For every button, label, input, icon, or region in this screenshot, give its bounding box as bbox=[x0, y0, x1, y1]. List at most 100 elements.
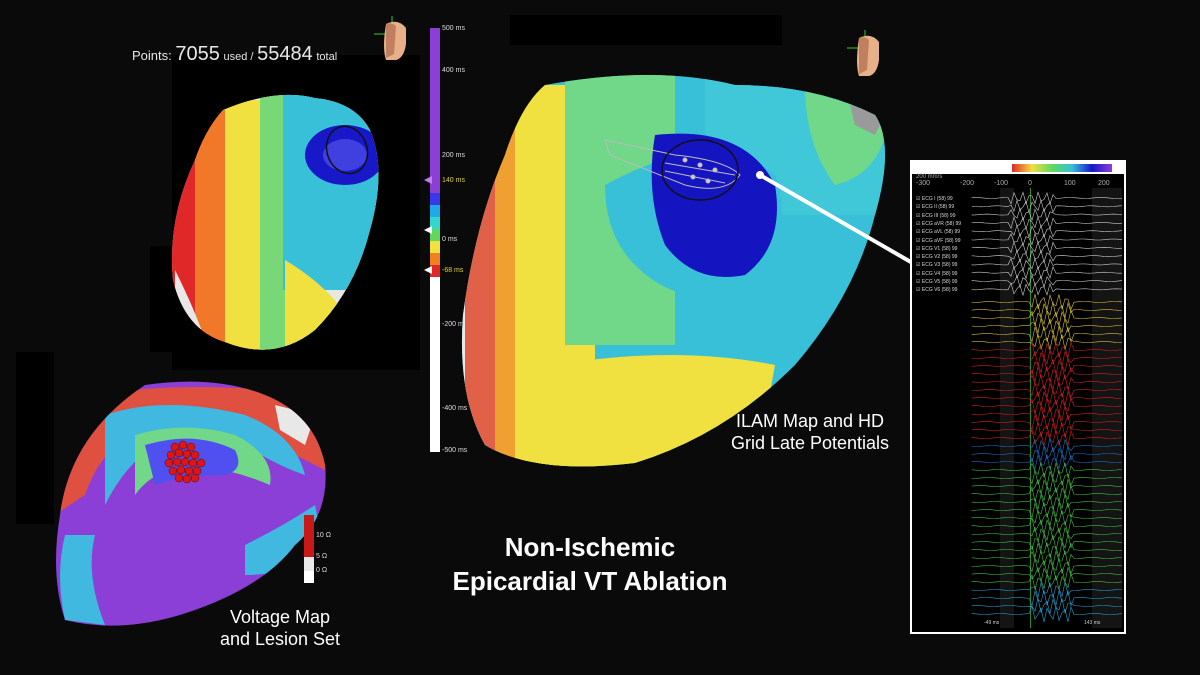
egm-trace bbox=[971, 199, 1123, 214]
egm-colorbar bbox=[912, 162, 1124, 174]
voltage-scale-tick: 5 Ω bbox=[316, 553, 328, 560]
redaction-bar-top bbox=[510, 15, 782, 45]
egm-trace bbox=[971, 604, 1123, 623]
egm-axis-label: -300 bbox=[916, 180, 931, 187]
ilam-scale-tick: -68 ms bbox=[442, 267, 464, 274]
egm-trace bbox=[971, 215, 1123, 230]
egm-trace bbox=[971, 581, 1122, 598]
egm-ecg-row[interactable]: ☑ ECG V3 (58) 99 bbox=[916, 262, 958, 269]
ilam-scale-tick: 0 ms bbox=[442, 236, 458, 243]
egm-trace bbox=[971, 525, 1123, 543]
ilam-caption: ILAM Map and HD Grid Late Potentials bbox=[715, 410, 905, 454]
egm-footer-right: 143 ms bbox=[1084, 620, 1101, 626]
egm-trace bbox=[971, 516, 1123, 535]
egm-trace bbox=[971, 293, 1123, 311]
egm-ecg-row[interactable]: ☑ ECG I (58) 99 bbox=[916, 196, 953, 202]
egm-trace bbox=[971, 207, 1123, 222]
egm-sweep-speed: 200 mm/s bbox=[916, 174, 943, 180]
egm-trace bbox=[971, 501, 1123, 519]
egm-traces bbox=[971, 191, 1123, 623]
egm-trace bbox=[971, 572, 1123, 591]
egm-trace bbox=[971, 589, 1123, 607]
egm-trace bbox=[971, 454, 1123, 470]
egm-trace bbox=[971, 282, 1123, 297]
egm-trace bbox=[971, 366, 1123, 382]
egm-trace bbox=[971, 493, 1122, 510]
egm-ecg-row[interactable]: ☑ ECG V5 (58) 99 bbox=[916, 279, 958, 285]
egm-trace bbox=[971, 557, 1123, 575]
egm-ecg-row[interactable]: ☑ ECG II (58) 99 bbox=[916, 204, 955, 211]
redaction-bar-left-lower bbox=[16, 352, 54, 524]
activation-map-small bbox=[171, 94, 379, 350]
points-total-label: total bbox=[316, 51, 338, 63]
slide-title-line1: Non-Ischemic bbox=[504, 532, 676, 562]
egm-trace bbox=[971, 340, 1123, 359]
voltage-caption-line2: and Lesion Set bbox=[219, 629, 341, 649]
egm-axis-label: 100 bbox=[1064, 180, 1076, 187]
egm-trace bbox=[971, 509, 1123, 526]
egm-trace bbox=[971, 249, 1123, 263]
egm-trace bbox=[971, 191, 1123, 205]
egm-trace bbox=[971, 477, 1123, 495]
ilam-scale-tick: 200 ms bbox=[442, 152, 465, 159]
egm-panel: 200 mm/s -300 -200 -100 0 100 200 ☑ ECG … bbox=[910, 160, 1126, 634]
egm-trace bbox=[971, 389, 1123, 407]
egm-trace bbox=[971, 334, 1123, 350]
egm-trace bbox=[971, 257, 1123, 272]
egm-ecg-row[interactable]: ☑ ECG V4 (58) 99 bbox=[916, 270, 958, 277]
slide-title-line2: Epicardial VT Ablation bbox=[452, 566, 728, 596]
egm-trace bbox=[971, 469, 1123, 487]
voltage-color-scale bbox=[304, 515, 314, 583]
egm-trace bbox=[971, 405, 1122, 422]
points-total: 55484 bbox=[257, 43, 313, 65]
points-used-label: used / bbox=[223, 51, 254, 63]
egm-trace bbox=[971, 317, 1122, 335]
egm-trace bbox=[971, 533, 1123, 551]
ilam-scale-tick: -400 ms bbox=[442, 405, 468, 412]
egm-ecg-row[interactable]: ☑ ECG aVR (58) 99 bbox=[916, 220, 962, 227]
egm-ecg-row[interactable]: ☑ ECG aVF (58) 99 bbox=[916, 237, 961, 244]
egm-trace bbox=[971, 565, 1123, 583]
egm-ecg-row[interactable]: ☑ ECG V1 (58) 99 bbox=[916, 245, 958, 252]
egm-ecg-row[interactable]: ☑ ECG V6 (58) 99 bbox=[916, 287, 958, 294]
egm-trace bbox=[971, 462, 1123, 479]
ilam-activation-map bbox=[461, 75, 886, 467]
voltage-caption-line1: Voltage Map bbox=[229, 607, 331, 627]
ilam-scale-tick: -200 ms bbox=[442, 321, 468, 328]
egm-trace bbox=[971, 413, 1123, 431]
egm-ecg-row[interactable]: ☑ ECG III (58) 99 bbox=[916, 212, 956, 219]
egm-trace bbox=[971, 240, 1123, 255]
orientation-head-icon bbox=[374, 16, 406, 60]
egm-ecg-row[interactable]: ☑ ECG V2 (58) 99 bbox=[916, 254, 958, 261]
ilam-scale-markers bbox=[424, 176, 432, 274]
ilam-caption-line1: ILAM Map and HD bbox=[735, 411, 885, 431]
egm-trace bbox=[971, 273, 1123, 289]
ilam-scale-tick: -500 ms bbox=[442, 447, 468, 454]
egm-trace bbox=[971, 349, 1123, 367]
egm-trace bbox=[971, 542, 1123, 559]
ilam-scale-tick: 400 ms bbox=[442, 67, 465, 74]
voltage-map bbox=[56, 381, 326, 626]
voltage-scale-tick: 10 Ω bbox=[316, 532, 331, 539]
voltage-caption: Voltage Map and Lesion Set bbox=[200, 606, 360, 650]
redaction-bar-left-upper bbox=[150, 246, 172, 352]
egm-footer-left: -49 ms bbox=[984, 620, 1000, 626]
egm-trace bbox=[971, 484, 1123, 503]
ilam-scale-tick: 140 ms bbox=[442, 177, 465, 184]
egm-trace bbox=[971, 224, 1123, 239]
egm-ecg-row[interactable]: ☑ ECG aVL (58) 99 bbox=[916, 229, 961, 236]
lesion-set bbox=[164, 440, 206, 484]
egm-trace bbox=[971, 381, 1123, 399]
egm-axis-label: 0 bbox=[1028, 180, 1032, 187]
ilam-color-scale bbox=[430, 28, 440, 452]
egm-axis-label: -200 bbox=[960, 180, 975, 187]
points-used: 7055 bbox=[175, 43, 220, 65]
egm-trace bbox=[971, 597, 1123, 614]
points-counter: Points: 7055 used / 55484 total bbox=[132, 43, 337, 66]
egm-axis-label: -100 bbox=[994, 180, 1009, 187]
hd-grid-catheter bbox=[604, 139, 741, 201]
egm-trace bbox=[971, 357, 1123, 375]
egm-trace bbox=[971, 437, 1123, 455]
egm-trace bbox=[971, 309, 1123, 327]
egm-trace bbox=[971, 445, 1123, 463]
